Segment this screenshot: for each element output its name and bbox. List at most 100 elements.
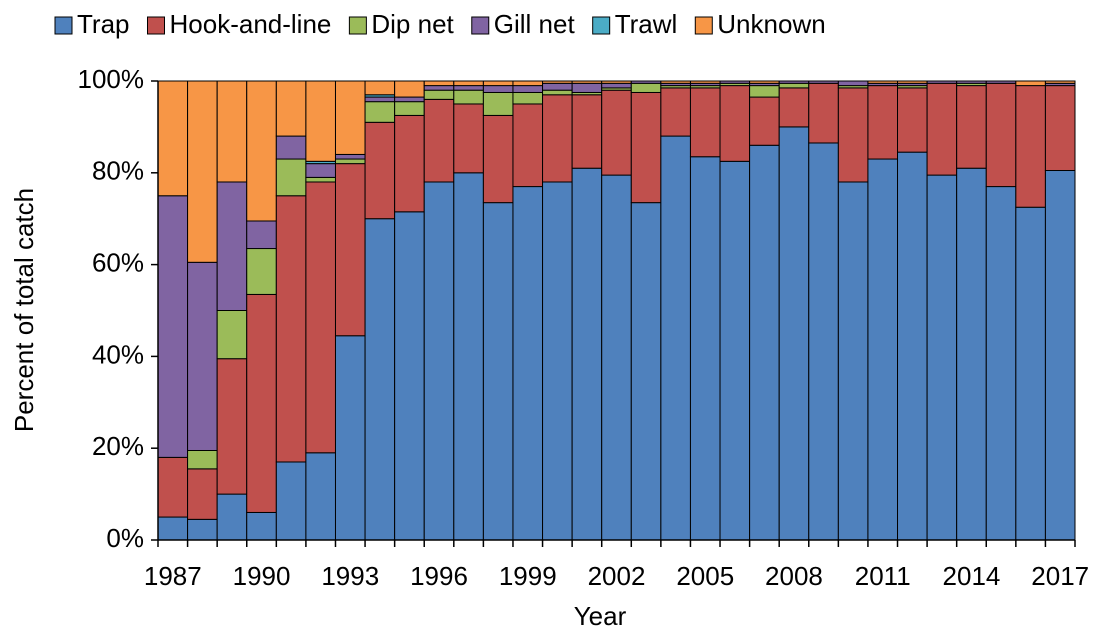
bar-segment [689, 156, 721, 541]
bar-segment [956, 167, 987, 541]
bar-segment [453, 172, 484, 541]
bar-segment [394, 80, 425, 98]
bar-segment [157, 516, 189, 541]
bar-segment [334, 153, 366, 160]
bar-segment [394, 211, 425, 541]
bar-segment [956, 80, 987, 84]
legend-marker [694, 16, 713, 35]
bar-segment [364, 96, 396, 103]
bar-segment [689, 87, 721, 158]
bar-segment [423, 80, 455, 87]
bar-segment [542, 89, 573, 96]
bar-segment [423, 85, 455, 91]
x-tick-label: 1996 [410, 561, 468, 591]
bar-segment [837, 80, 869, 87]
legend-label: Trawl [615, 9, 678, 39]
bar-segment [778, 82, 810, 89]
bar-segment [926, 82, 958, 176]
bar-segment [275, 80, 307, 137]
bar-segment [601, 80, 632, 84]
bar-segment [778, 80, 810, 84]
bar-segment [157, 195, 189, 458]
bar-segment [512, 186, 544, 541]
bar-segment [305, 181, 336, 454]
bar-segment [216, 80, 248, 183]
bar-segment [334, 158, 366, 165]
bar-segment [867, 158, 899, 541]
bar-segment [216, 310, 248, 360]
bar-segment [630, 82, 662, 93]
bar-segment [867, 85, 899, 160]
x-tick-label: 1993 [321, 561, 379, 591]
x-axis-title: Year [574, 601, 627, 631]
bar-segment [246, 80, 277, 222]
bar-segment [482, 202, 514, 541]
bar-segment [571, 80, 603, 84]
bar-segment [482, 80, 514, 87]
bar-segment [630, 202, 662, 541]
x-tick-label: 2002 [588, 561, 646, 591]
legend-marker [348, 16, 367, 35]
bar-segment [334, 335, 366, 541]
bar-segment [423, 89, 455, 100]
bar-segment [1044, 80, 1076, 84]
legend-marker [592, 16, 611, 35]
x-tick-label: 1987 [144, 561, 202, 591]
bar-segment [985, 80, 1017, 84]
bar-segment [334, 163, 366, 337]
bar-segment [985, 186, 1017, 541]
legend-label: Unknown [717, 9, 825, 39]
bar-segment [512, 103, 544, 188]
y-axis-title: Percent of total catch [9, 188, 39, 432]
bar-segment [630, 91, 662, 204]
bar-segment [512, 85, 544, 93]
bar-segment [482, 91, 514, 116]
bar-segment [660, 135, 691, 541]
bar-segment [453, 80, 484, 87]
bar-segment [364, 80, 396, 96]
bar-segment [719, 85, 751, 162]
bar-segment [985, 82, 1017, 188]
bar-segment [364, 218, 396, 541]
bar-segment [749, 85, 780, 98]
bar-segment [778, 126, 810, 541]
bar-segment [275, 158, 307, 197]
bar-segment [305, 176, 336, 183]
y-tick-label: 100% [78, 64, 145, 94]
x-tick-label: 2017 [1031, 561, 1089, 591]
bar-segment [601, 174, 632, 541]
bar-segment [305, 163, 336, 178]
bar-segment [837, 87, 869, 183]
bar-segment [157, 80, 189, 197]
y-tick-label: 60% [92, 247, 144, 277]
bar-segment [1015, 85, 1046, 208]
bar-segment [187, 468, 218, 520]
legend-marker [147, 16, 165, 35]
bar-segment [423, 98, 455, 183]
bar-segment [246, 220, 277, 250]
x-tick-label: 1999 [499, 561, 557, 591]
y-tick-label: 20% [92, 431, 144, 461]
x-tick-label: 2008 [765, 561, 823, 591]
bar-segment [394, 114, 425, 213]
bar-segment [897, 80, 928, 84]
bar-segment [187, 449, 218, 470]
bar-segment [926, 80, 958, 84]
bar-segment [837, 181, 869, 541]
bar-segment [453, 89, 484, 105]
bar-segment [275, 461, 307, 541]
bar-segment [1044, 85, 1076, 172]
bar-segment [867, 80, 899, 84]
bar-segment [749, 144, 780, 541]
legend-marker [54, 16, 73, 35]
bar-segment [571, 94, 603, 169]
bar-segment [926, 174, 958, 541]
legend-label: Dip net [371, 9, 454, 39]
legend-marker [471, 16, 490, 35]
bar-segment [423, 181, 455, 541]
bar-segment [305, 452, 336, 541]
bar-segment [1044, 170, 1076, 541]
bar-segment [571, 82, 603, 93]
bar-segment [216, 358, 248, 495]
bar-segment [364, 121, 396, 220]
